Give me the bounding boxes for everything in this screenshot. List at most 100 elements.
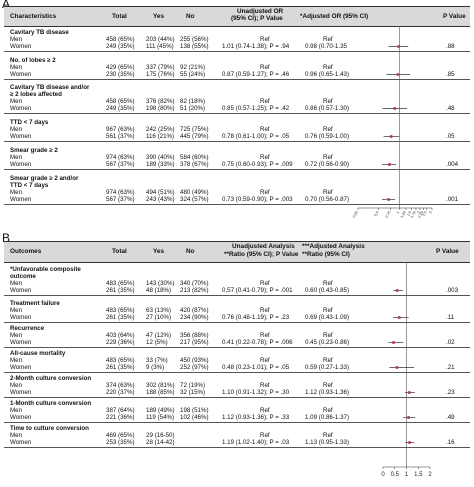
- x-tick-label: 0.5: [374, 211, 380, 217]
- total-cell: 458 (65%): [106, 98, 135, 105]
- header-total-b: Total: [112, 248, 127, 255]
- unadjusted-cell: 0.48 (0.23-1.01); P = .05: [222, 364, 290, 371]
- adjusted-cell: Ref: [323, 332, 333, 339]
- row-label: Men: [10, 64, 23, 71]
- unadjusted-cell: Ref: [260, 64, 270, 71]
- group-label: Cavitary TB disease and/or: [10, 84, 90, 91]
- total-cell: 483 (65%): [106, 280, 135, 287]
- unadjusted-cell: 0.87 (0.59-1.27); P = .46: [222, 71, 290, 78]
- adjusted-cell: 0.72 (0.56-0.90): [305, 161, 350, 168]
- pvalue-cell: .001: [446, 196, 459, 203]
- row-label: Men: [10, 126, 23, 133]
- pvalue-cell: .49: [446, 414, 455, 421]
- group-label: 2-Month culture conversion: [10, 375, 92, 382]
- row-label: Men: [10, 154, 23, 161]
- no-cell: 51 (20%): [180, 105, 206, 112]
- header-unadjusted-b-2: **Ratio (95% CI); P Value: [224, 251, 299, 258]
- total-cell: 249 (35%): [106, 105, 135, 112]
- row-label: Women: [10, 287, 32, 294]
- unadjusted-cell: Ref: [260, 36, 270, 43]
- row-separator: [4, 79, 470, 80]
- no-cell: 450 (93%): [180, 357, 209, 364]
- row-label: Women: [10, 71, 32, 78]
- row-label: Women: [10, 339, 32, 346]
- no-cell: 72 (19%): [180, 382, 206, 389]
- adjusted-cell: Ref: [323, 280, 333, 287]
- point-estimate: [392, 341, 395, 344]
- unadjusted-cell: 1.19 (1.02-1.40); P = .03: [222, 439, 290, 446]
- unadjusted-cell: Ref: [260, 407, 270, 414]
- yes-cell: 175 (76%): [146, 71, 175, 78]
- header-adjusted-b-2: **Ratio (95% CI): [302, 251, 350, 258]
- header-pvalue: P Value: [443, 13, 466, 20]
- no-cell: 252 (97%): [180, 364, 209, 371]
- x-tick-label: 3: [428, 211, 432, 215]
- adjusted-cell: Ref: [323, 189, 333, 196]
- yes-cell: 189 (33%): [146, 161, 175, 168]
- panel-b-letter: B: [2, 231, 11, 245]
- adjusted-cell: 0.45 (0.23-0.86): [305, 339, 350, 346]
- unadjusted-cell: Ref: [260, 332, 270, 339]
- yes-cell: 9 (3%): [146, 364, 165, 371]
- point-estimate: [408, 441, 411, 444]
- no-cell: 102 (46%): [180, 414, 209, 421]
- unadjusted-cell: Ref: [260, 432, 270, 439]
- no-cell: 480 (49%): [180, 189, 209, 196]
- point-estimate: [396, 73, 400, 76]
- yes-cell: 47 (12%): [146, 332, 172, 339]
- x-tick-label: 1.75: [410, 211, 417, 219]
- unadjusted-cell: 0.75 (0.60-0.93); P = .009: [222, 161, 293, 168]
- row-separator: [4, 422, 470, 423]
- group-label: No. of lobes ≥ 2: [10, 57, 56, 64]
- adjusted-cell: Ref: [323, 36, 333, 43]
- point-estimate: [407, 416, 410, 419]
- pvalue-cell: .23: [446, 389, 455, 396]
- group-label: TTD < 7 days: [10, 182, 49, 189]
- row-label: Men: [10, 307, 23, 314]
- total-cell: 229 (36%): [106, 339, 135, 346]
- total-cell: 253 (35%): [106, 439, 135, 446]
- total-cell: 974 (63%): [106, 189, 135, 196]
- total-cell: 469 (65%): [106, 432, 135, 439]
- row-separator: [4, 204, 470, 205]
- row-label: Men: [10, 382, 23, 389]
- adjusted-cell: Ref: [323, 64, 333, 71]
- point-estimate: [397, 316, 401, 319]
- row-label: Men: [10, 189, 23, 196]
- yes-cell: 48 (18%): [146, 287, 172, 294]
- unadjusted-cell: 0.85 (0.57-1.25); P = .42: [222, 105, 290, 112]
- group-label: Treatment failure: [10, 300, 60, 307]
- total-cell: 483 (65%): [106, 357, 135, 364]
- unadjusted-cell: 0.73 (0.59-0.90); P = .003: [222, 196, 293, 203]
- yes-cell: 63 (13%): [146, 307, 172, 314]
- group-label: Smear grade ≥ 2: [10, 147, 58, 154]
- no-cell: 356 (88%): [180, 332, 209, 339]
- point-estimate: [387, 198, 390, 201]
- adjusted-cell: 0.76 (0.59-1.00): [305, 133, 350, 140]
- row-separator: [4, 372, 470, 373]
- total-cell: 261 (35%): [106, 314, 135, 321]
- total-cell: 220 (37%): [106, 389, 135, 396]
- yes-cell: 33 (7%): [146, 357, 168, 364]
- x-tick-label: 1.5: [414, 472, 423, 478]
- total-cell: 483 (65%): [106, 307, 135, 314]
- unadjusted-cell: Ref: [260, 189, 270, 196]
- total-cell: 561 (37%): [106, 133, 135, 140]
- header-no-b: No: [186, 248, 195, 255]
- no-cell: 324 (57%): [180, 196, 209, 203]
- adjusted-cell: 0.69 (0.43-1.09): [305, 314, 350, 321]
- unadjusted-cell: Ref: [260, 98, 270, 105]
- pvalue-cell: .004: [446, 161, 459, 168]
- header-yes-b: Yes: [153, 248, 165, 255]
- adjusted-cell: 0.96 (0.65-1.43): [305, 71, 350, 78]
- no-cell: 92 (21%): [180, 64, 206, 71]
- no-cell: 445 (79%): [180, 133, 209, 140]
- yes-cell: 198 (80%): [146, 105, 175, 112]
- unadjusted-cell: 0.57 (0.41-0.79); P = .001: [222, 287, 293, 294]
- group-label: All-cause mortality: [10, 350, 66, 357]
- adjusted-cell: 1.12 (0.93-1.36): [305, 389, 350, 396]
- unadjusted-cell: 1.01 (0.74-1.38); P = .94: [222, 43, 290, 50]
- panel-a-header: [4, 6, 470, 27]
- row-label: Women: [10, 196, 32, 203]
- yes-cell: 28 (14-42): [146, 439, 175, 446]
